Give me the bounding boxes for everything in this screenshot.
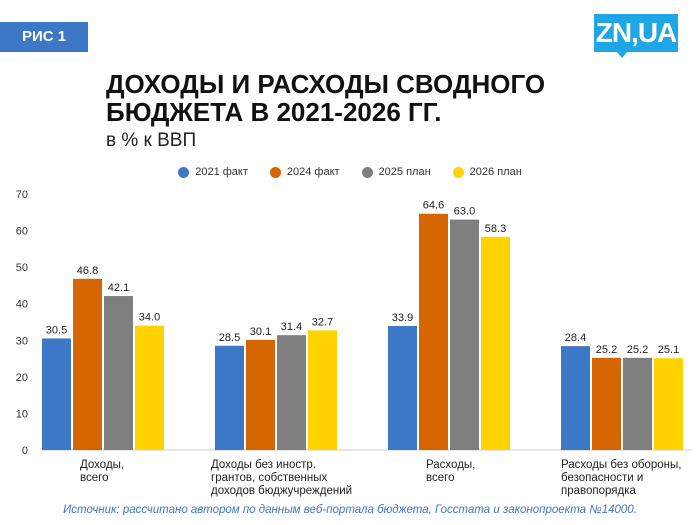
- y-tick-label: 10: [16, 408, 28, 420]
- bar: [592, 357, 621, 450]
- legend-item: 2024 факт: [269, 166, 340, 178]
- bar: [419, 213, 448, 450]
- source-note: Источник: рассчитано автором по данным в…: [63, 504, 637, 516]
- zn-ua-logo: ZN,UA: [594, 14, 678, 58]
- bar: [135, 325, 164, 450]
- bar: [481, 236, 510, 450]
- data-label: 25.2: [627, 344, 648, 356]
- bar: [308, 330, 337, 450]
- bar: [623, 357, 652, 450]
- data-label: 58.3: [485, 223, 506, 235]
- legend-label: 2021 факт: [195, 166, 248, 178]
- data-label: 32.7: [312, 316, 333, 328]
- bar: [388, 326, 417, 450]
- legend-swatch: [452, 166, 464, 178]
- bar: [277, 335, 306, 450]
- data-label: 46.8: [77, 265, 98, 277]
- y-tick-label: 20: [16, 372, 28, 384]
- category-label: Доходы, всего: [80, 459, 124, 484]
- bar: [654, 358, 683, 450]
- data-label: 33.9: [392, 312, 413, 324]
- data-label: 25.2: [596, 344, 617, 356]
- legend: 2021 факт 2024 факт 2025 план 2026 план: [0, 166, 700, 178]
- category-label: Доходы без иностр. грантов, собственных до…: [211, 459, 352, 497]
- category-label: Расходы без обороны, безопасности и правоп…: [561, 459, 681, 497]
- legend-item: 2026 план: [452, 166, 522, 178]
- legend-label: 2025 план: [378, 166, 431, 178]
- legend-item: 2021 факт: [178, 166, 248, 178]
- data-label: 28.5: [219, 332, 240, 344]
- data-label: 64.6: [423, 200, 444, 212]
- y-tick-label: 30: [16, 335, 28, 347]
- bar: [215, 345, 244, 450]
- bar: [561, 346, 590, 450]
- legend-swatch: [361, 166, 373, 178]
- data-label: 28.4: [565, 332, 586, 344]
- bar: [73, 278, 102, 450]
- bar: [246, 339, 275, 450]
- bar: [42, 338, 71, 450]
- y-tick-label: 40: [16, 299, 28, 311]
- y-tick-label: 60: [16, 226, 28, 238]
- data-label: 30.1: [250, 326, 271, 338]
- y-tick-label: 50: [16, 262, 28, 274]
- legend-swatch: [269, 166, 281, 178]
- chart-title: ДОХОДЫ И РАСХОДЫ СВОДНОГО БЮДЖЕТА В 2021…: [106, 69, 546, 127]
- data-label: 25.1: [658, 344, 679, 356]
- data-label: 34.0: [139, 312, 160, 324]
- bar: [104, 296, 133, 450]
- data-label: 63.0: [454, 206, 475, 218]
- legend-label: 2024 факт: [286, 166, 340, 178]
- legend-item: 2025 план: [361, 166, 431, 178]
- chart-header: ДОХОДЫ И РАСХОДЫ СВОДНОГО БЮДЖЕТА В 2021…: [106, 70, 646, 152]
- data-label: 31.4: [281, 321, 302, 333]
- data-label: 42.1: [108, 282, 129, 294]
- bar: [450, 219, 479, 450]
- y-tick-label: 0: [22, 445, 28, 457]
- category-label: Расходы, всего: [426, 459, 475, 484]
- chart-subtitle: в % к ВВП: [106, 130, 197, 151]
- data-label: 30.5: [46, 324, 67, 336]
- y-tick-label: 70: [16, 189, 28, 201]
- figure-badge: РИС 1: [0, 22, 88, 52]
- legend-swatch: [178, 166, 190, 178]
- legend-label: 2026 план: [469, 166, 522, 178]
